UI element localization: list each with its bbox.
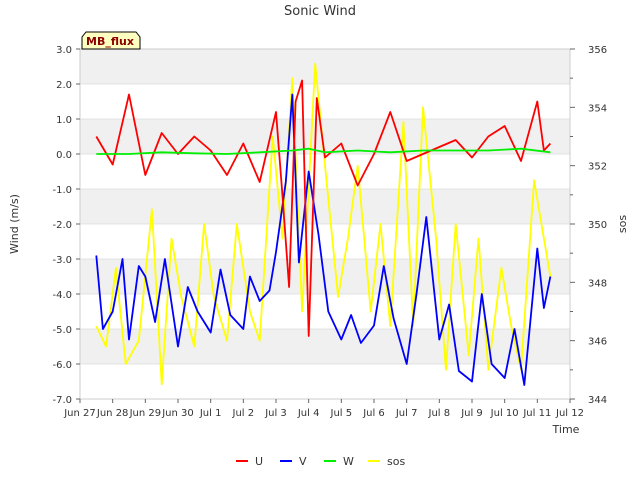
right-tick-label: 354: [588, 103, 607, 114]
x-tick-label: Jul 7: [395, 408, 418, 419]
y-axis-label-right: sos: [616, 215, 629, 233]
left-tick-label: -4.0: [52, 290, 72, 301]
x-tick-label: Jun 27: [63, 408, 96, 419]
series-line-sos: [95, 62, 552, 386]
x-tick-label: Jul 2: [232, 408, 255, 419]
x-tick-label: Jun 28: [96, 408, 129, 419]
right-tick-label: 346: [588, 337, 607, 348]
left-tick-label: -3.0: [52, 255, 72, 266]
legend-label-sos: sos: [387, 455, 405, 468]
legend-label-v: V: [299, 455, 307, 468]
x-tick-label: Jul 9: [460, 408, 483, 419]
plot-band: [80, 189, 570, 224]
x-tick-label: Jul 12: [555, 408, 584, 419]
y-axis-label-left: Wind (m/s): [8, 194, 21, 254]
chart-title: Sonic Wind: [284, 4, 356, 19]
right-tick-label: 352: [588, 162, 607, 173]
series-line-v: [95, 93, 552, 386]
left-tick-label: -2.0: [52, 220, 72, 231]
x-tick-label: Jul 10: [490, 408, 519, 419]
left-tick-label: -5.0: [52, 325, 72, 336]
plot-band: [80, 49, 570, 84]
x-tick-label: Jul 4: [297, 408, 320, 419]
left-tick-label: -7.0: [52, 395, 72, 406]
x-tick-label: Jul 6: [362, 408, 385, 419]
left-tick-label: 0.0: [56, 150, 72, 161]
x-tick-label: Jun 30: [161, 408, 194, 419]
right-axis-ticks: 344 346 348 350 352 354 356: [570, 45, 607, 406]
right-tick-label: 348: [588, 278, 607, 289]
right-tick-label: 350: [588, 220, 607, 231]
plot-band: [80, 329, 570, 364]
series-line-u: [95, 79, 552, 337]
series-lines: [95, 62, 552, 386]
right-tick-label: 344: [588, 395, 607, 406]
x-tick-label: Jul 1: [199, 408, 222, 419]
x-axis-label: Time: [552, 423, 580, 436]
left-axis-ticks: -7.0 -6.0 -5.0 -4.0 -3.0 -2.0 -1.0 0.0 1.0 2.0 3.0: [52, 45, 80, 406]
x-tick-label: Jun 29: [129, 408, 162, 419]
left-tick-label: 1.0: [56, 115, 72, 126]
left-tick-label: -1.0: [52, 185, 72, 196]
legend-label-u: U: [255, 455, 263, 468]
site-label: MB_flux: [86, 35, 134, 48]
plot-bands: [80, 49, 570, 364]
plot-band: [80, 119, 570, 154]
site-label-box: MB_flux: [81, 31, 141, 50]
plot-grid: [80, 48, 570, 400]
x-tick-label: Jul 5: [330, 408, 353, 419]
x-tick-label: Jul 3: [264, 408, 287, 419]
left-tick-label: -6.0: [52, 360, 72, 371]
series-line-w: [96, 147, 551, 155]
legend-label-w: W: [343, 455, 354, 468]
right-tick-label: 356: [588, 45, 607, 56]
x-axis-ticks: Jun 27 Jun 28 Jun 29 Jun 30 Jul 1 Jul 2 Jul 3 J…: [63, 399, 584, 419]
x-tick-label: Jul 11: [522, 408, 551, 419]
x-tick-label: Jul 8: [428, 408, 451, 419]
left-tick-label: 2.0: [56, 80, 72, 91]
left-tick-label: 3.0: [56, 45, 72, 56]
